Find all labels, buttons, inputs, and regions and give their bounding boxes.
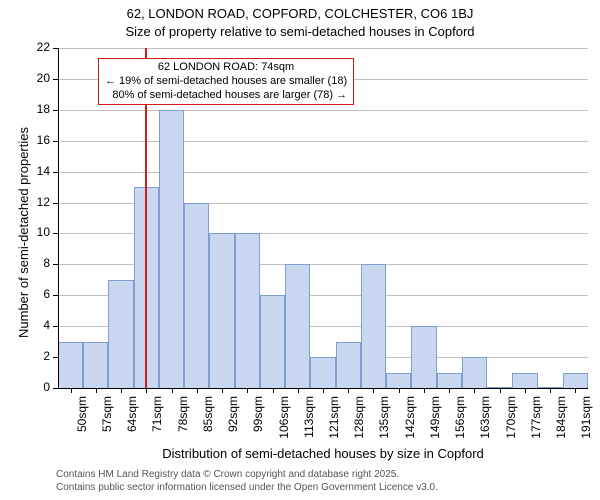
gridline-h: [58, 172, 588, 173]
chart-title-main: 62, LONDON ROAD, COPFORD, COLCHESTER, CO…: [0, 6, 600, 21]
x-tick-label: 156sqm: [453, 396, 467, 456]
x-tick-label: 50sqm: [75, 396, 89, 456]
x-tick-label: 71sqm: [150, 396, 164, 456]
gridline-h: [58, 141, 588, 142]
x-tick-label: 121sqm: [327, 396, 341, 456]
x-tick-label: 99sqm: [251, 396, 265, 456]
histogram-bar: [235, 233, 260, 388]
gridline-h: [58, 48, 588, 49]
histogram-bar: [83, 342, 108, 388]
y-tick-label: 18: [0, 102, 50, 116]
y-axis-line: [58, 48, 59, 388]
y-tick-label: 10: [0, 225, 50, 239]
y-tick-label: 6: [0, 287, 50, 301]
histogram-bar: [361, 264, 386, 388]
x-tick-label: 78sqm: [176, 396, 190, 456]
y-tick-label: 2: [0, 349, 50, 363]
y-tick-label: 12: [0, 195, 50, 209]
histogram-bar: [184, 203, 209, 388]
x-tick-label: 128sqm: [352, 396, 366, 456]
y-tick-label: 22: [0, 40, 50, 54]
y-tick-label: 16: [0, 133, 50, 147]
y-tick-label: 4: [0, 318, 50, 332]
annotation-line3: 80% of semi-detached houses are larger (…: [105, 89, 347, 103]
x-tick-label: 170sqm: [504, 396, 518, 456]
histogram-bar: [563, 373, 588, 388]
histogram-bar: [209, 233, 234, 388]
histogram-bar: [58, 342, 83, 388]
y-tick-label: 20: [0, 71, 50, 85]
x-tick-label: 57sqm: [100, 396, 114, 456]
histogram-bar: [108, 280, 133, 388]
x-tick-label: 85sqm: [201, 396, 215, 456]
histogram-bar: [260, 295, 285, 388]
y-tick-label: 0: [0, 380, 50, 394]
x-tick-label: 92sqm: [226, 396, 240, 456]
histogram-bar: [336, 342, 361, 388]
attribution-line1: Contains HM Land Registry data © Crown c…: [56, 468, 438, 481]
annotation-box: 62 LONDON ROAD: 74sqm← 19% of semi-detac…: [98, 58, 354, 105]
chart-title-sub: Size of property relative to semi-detach…: [0, 24, 600, 39]
x-tick-label: 163sqm: [478, 396, 492, 456]
annotation-line2: ← 19% of semi-detached houses are smalle…: [105, 75, 347, 89]
histogram-bar: [386, 373, 411, 388]
histogram-bar: [462, 357, 487, 388]
x-tick-label: 106sqm: [277, 396, 291, 456]
x-tick-label: 177sqm: [529, 396, 543, 456]
x-tick-label: 142sqm: [403, 396, 417, 456]
x-tick-label: 64sqm: [125, 396, 139, 456]
annotation-line1: 62 LONDON ROAD: 74sqm: [105, 61, 347, 75]
x-tick-label: 184sqm: [554, 396, 568, 456]
attribution-text: Contains HM Land Registry data © Crown c…: [56, 468, 438, 494]
y-tick-label: 14: [0, 164, 50, 178]
histogram-bar: [285, 264, 310, 388]
x-tick-label: 191sqm: [579, 396, 593, 456]
histogram-bar: [437, 373, 462, 388]
x-axis-line: [58, 388, 588, 389]
attribution-line2: Contains public sector information licen…: [56, 481, 438, 494]
x-tick-label: 135sqm: [377, 396, 391, 456]
x-tick-label: 113sqm: [302, 396, 316, 456]
histogram-bar: [310, 357, 335, 388]
histogram-bar: [159, 110, 184, 388]
gridline-h: [58, 110, 588, 111]
y-tick-label: 8: [0, 256, 50, 270]
x-tick-label: 149sqm: [428, 396, 442, 456]
chart-container: 62, LONDON ROAD, COPFORD, COLCHESTER, CO…: [0, 0, 600, 500]
histogram-bar: [512, 373, 537, 388]
histogram-bar: [411, 326, 436, 388]
